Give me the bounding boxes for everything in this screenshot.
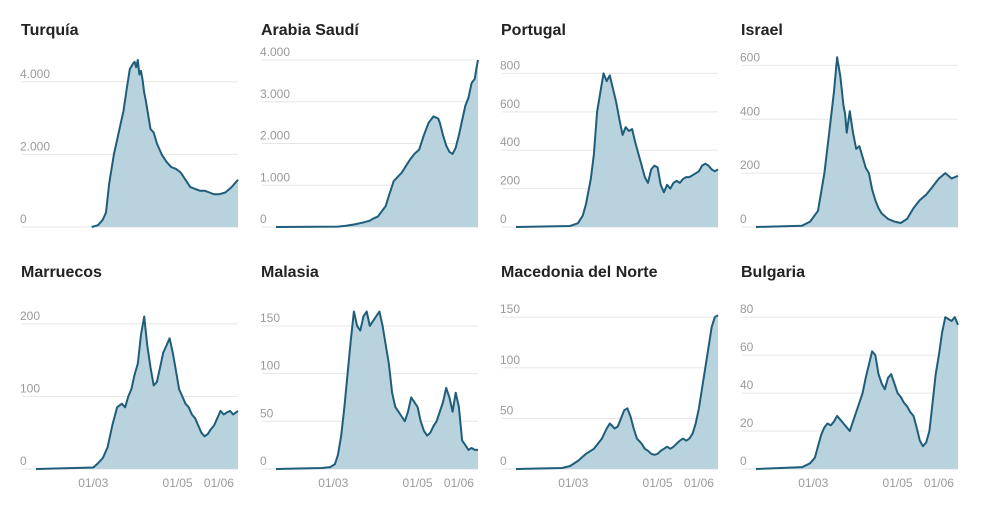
series-area xyxy=(276,60,478,227)
x-tick-label: 01/05 xyxy=(883,476,913,490)
series-line xyxy=(755,316,959,470)
chart-panel-6: Macedonia del Norte 0 50 100 150 01/03 01/05 01… xyxy=(480,242,720,492)
chart-panel-3: Israel 0 200 400 600 xyxy=(720,0,960,250)
x-tick-label: 01/05 xyxy=(403,476,433,490)
chart-svg: 0 50 100 150 01/03 01/05 01/06 xyxy=(500,302,719,490)
y-tick-label: 0 xyxy=(500,454,507,468)
chart-title: Turquía xyxy=(21,22,79,39)
series-line xyxy=(91,59,239,228)
y-tick-label: 50 xyxy=(500,403,514,417)
series-area xyxy=(276,311,478,469)
x-tick-label: 01/06 xyxy=(684,476,714,490)
y-tick-label: 400 xyxy=(740,104,760,118)
y-tick-label: 200 xyxy=(20,309,40,323)
series-area xyxy=(756,317,958,469)
chart-title: Arabia Saudí xyxy=(261,22,359,39)
x-tick-label: 01/06 xyxy=(444,476,474,490)
y-tick-label: 1.000 xyxy=(260,170,290,184)
y-tick-label: 2.000 xyxy=(260,129,290,143)
y-tick-label: 20 xyxy=(740,416,754,430)
x-tick-label: 01/06 xyxy=(924,476,954,490)
x-tick-label: 01/03 xyxy=(318,476,348,490)
chart-svg: 0 2.000 4.000 xyxy=(20,59,239,228)
chart-svg: 0 100 200 01/03 01/05 01/06 xyxy=(20,309,239,490)
series-area xyxy=(516,315,718,469)
y-tick-label: 60 xyxy=(740,340,754,354)
y-tick-label: 80 xyxy=(740,302,754,316)
series-area xyxy=(36,316,238,469)
chart-svg: 0 50 100 150 01/03 01/05 01/06 xyxy=(260,310,478,490)
y-tick-label: 0 xyxy=(740,212,747,226)
chart-panel-0: Turquía 0 2.000 4.000 xyxy=(0,0,240,250)
y-tick-label: 0 xyxy=(20,212,27,226)
x-tick-label: 01/03 xyxy=(798,476,828,490)
chart-svg: 0 200 400 600 800 xyxy=(500,58,719,228)
y-tick-label: 0 xyxy=(740,454,747,468)
y-tick-label: 3.000 xyxy=(260,87,290,101)
x-tick-label: 01/05 xyxy=(643,476,673,490)
series-area xyxy=(516,73,718,228)
y-tick-label: 0 xyxy=(20,454,27,468)
chart-title: Israel xyxy=(741,22,783,39)
chart-title: Marruecos xyxy=(21,264,102,281)
y-tick-label: 600 xyxy=(740,50,760,64)
series-area xyxy=(756,57,958,227)
y-tick-label: 200 xyxy=(500,174,520,188)
chart-panel-5: Malasia 0 50 100 150 01/03 01/05 01/06 xyxy=(240,242,480,492)
y-tick-label: 0 xyxy=(260,454,267,468)
y-tick-label: 100 xyxy=(500,353,520,367)
series-area xyxy=(91,60,238,227)
x-tick-label: 01/03 xyxy=(558,476,588,490)
y-tick-label: 400 xyxy=(500,135,520,149)
y-tick-label: 200 xyxy=(740,158,760,172)
y-tick-label: 600 xyxy=(500,97,520,111)
x-tick-label: 01/06 xyxy=(204,476,234,490)
chart-title: Macedonia del Norte xyxy=(501,264,658,281)
chart-panel-4: Marruecos 0 100 200 01/03 01/05 01/06 xyxy=(0,242,240,492)
series-line xyxy=(275,310,478,470)
chart-panel-7: Bulgaria 0 20 40 60 80 01/03 01/05 01/06 xyxy=(720,242,960,492)
chart-title: Portugal xyxy=(501,22,566,39)
y-tick-label: 50 xyxy=(260,406,274,420)
y-tick-label: 0 xyxy=(500,212,507,226)
chart-panel-2: Portugal 0 200 400 600 800 xyxy=(480,0,720,250)
y-tick-label: 100 xyxy=(260,359,280,373)
series-line xyxy=(275,59,479,228)
chart-svg: 0 20 40 60 80 01/03 01/05 01/06 xyxy=(740,302,959,490)
y-tick-label: 40 xyxy=(740,378,754,392)
y-tick-label: 4.000 xyxy=(20,67,50,81)
y-tick-label: 4.000 xyxy=(260,45,290,59)
x-tick-label: 01/05 xyxy=(163,476,193,490)
chart-svg: 0 200 400 600 xyxy=(740,50,959,228)
x-tick-label: 01/03 xyxy=(78,476,108,490)
y-tick-label: 0 xyxy=(260,212,267,226)
y-tick-label: 150 xyxy=(500,302,520,316)
chart-svg: 0 1.000 2.000 3.000 4.000 xyxy=(260,45,479,228)
series-line xyxy=(515,72,719,228)
y-tick-label: 100 xyxy=(20,381,40,395)
y-tick-label: 150 xyxy=(260,311,280,325)
series-line xyxy=(35,315,239,470)
chart-title: Bulgaria xyxy=(741,264,806,281)
chart-title: Malasia xyxy=(261,264,319,281)
y-tick-label: 2.000 xyxy=(20,139,50,153)
series-line xyxy=(515,314,719,470)
series-line xyxy=(755,56,959,228)
chart-panel-1: Arabia Saudí 0 1.000 2.000 3.000 4.000 xyxy=(240,0,480,250)
y-tick-label: 800 xyxy=(500,58,520,72)
